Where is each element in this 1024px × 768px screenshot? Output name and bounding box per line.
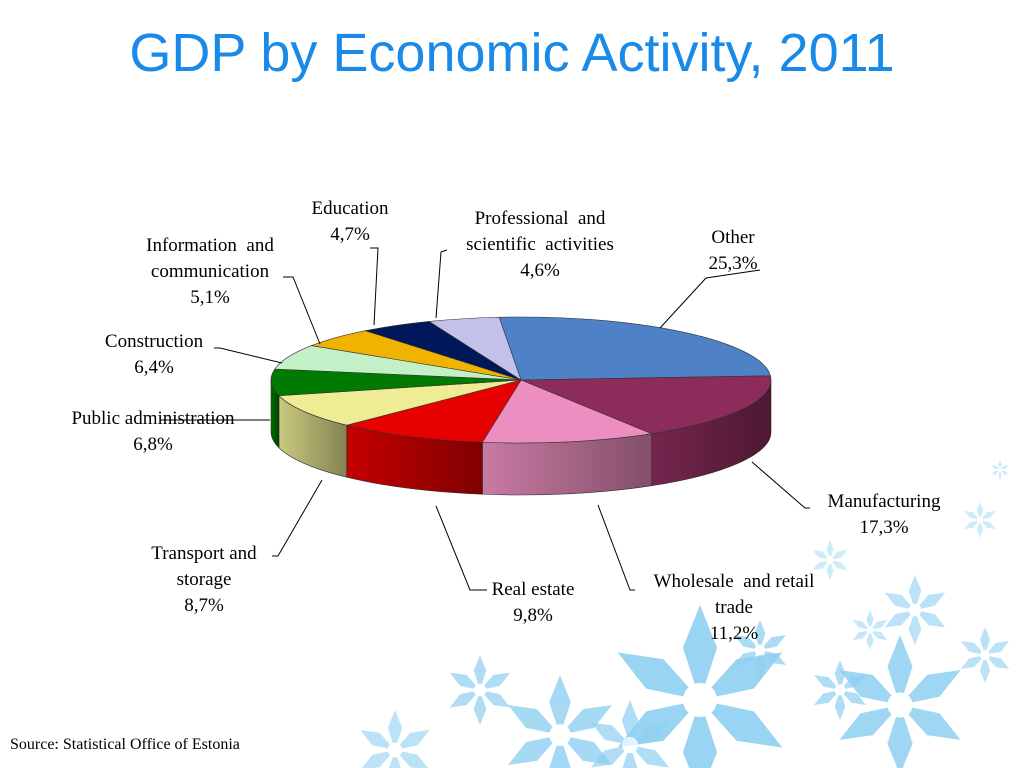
slice-label: Information and communication 5,1% xyxy=(146,235,274,308)
slice-label: Public administration 6,8% xyxy=(71,408,235,455)
source-note: Source: Statistical Office of Estonia xyxy=(10,736,240,753)
slice-label: Transport and storage 8,7% xyxy=(151,543,257,616)
slice-name-label: communication xyxy=(151,261,270,282)
snowflake-icon xyxy=(734,620,786,680)
pie-slice xyxy=(270,368,522,397)
slice-name-label: storage xyxy=(177,569,232,590)
page-title: GDP by Economic Activity, 2011 xyxy=(129,23,895,83)
slice-name-label: Public administration xyxy=(71,408,235,429)
snowflake-icon xyxy=(591,700,669,768)
leader-line xyxy=(751,461,810,509)
slice-value-label: 9,8% xyxy=(513,605,553,626)
slice-value-label: 5,1% xyxy=(190,287,230,308)
snowflake-icon xyxy=(839,635,961,768)
slice-name-label: Other xyxy=(711,227,755,248)
slice-name-label: Information and xyxy=(146,235,274,256)
pie-slice xyxy=(498,316,771,381)
slice-label: Construction 6,4% xyxy=(105,331,204,378)
pie-slice xyxy=(481,379,653,444)
slice-value-label: 6,8% xyxy=(133,434,173,455)
pie-slice-side-shade xyxy=(482,433,652,496)
snowflake-decoration xyxy=(360,460,1010,768)
pie-slice xyxy=(346,379,522,443)
slice-label: Wholesale and retail trade 11,2% xyxy=(654,571,815,644)
leader-line xyxy=(435,505,487,591)
pie-slice-side-shade xyxy=(271,380,279,448)
slice-name-label: Professional and xyxy=(475,208,606,229)
slice-name-label: Wholesale and retail xyxy=(654,571,815,592)
slice-name-label: Construction xyxy=(105,331,204,352)
pie-slice xyxy=(520,375,772,435)
snowflake-icon xyxy=(852,610,888,650)
pie-slice-side-shade xyxy=(651,380,771,486)
slice-name-label: Education xyxy=(311,198,389,219)
slice-value-label: 8,7% xyxy=(184,595,224,616)
leader-line xyxy=(214,347,283,364)
slice-name-label: Manufacturing xyxy=(828,491,941,512)
slice-value-label: 6,4% xyxy=(134,357,174,378)
slice-label: Other 25,3% xyxy=(708,227,757,274)
slice-name-label: scientific activities xyxy=(466,234,614,255)
snowflake-icon xyxy=(991,460,1009,480)
slice-value-label: 4,7% xyxy=(330,224,370,245)
slice-value-label: 4,6% xyxy=(520,260,560,281)
snowflake-icon xyxy=(360,710,430,768)
leader-line xyxy=(272,479,323,557)
slice-label: Education 4,7% xyxy=(311,198,389,245)
slice-value-label: 17,3% xyxy=(859,517,908,538)
snowflake-icon xyxy=(964,502,996,538)
leader-line xyxy=(283,276,321,345)
snowflake-icon xyxy=(508,675,612,768)
leader-line xyxy=(597,504,635,591)
leader-line xyxy=(659,269,761,329)
leader-line xyxy=(435,249,448,319)
leader-line xyxy=(370,247,379,326)
slice-value-label: 11,2% xyxy=(710,623,759,644)
slice-name-label: Transport and xyxy=(151,543,257,564)
slice-value-label: 25,3% xyxy=(708,253,757,274)
slice-name-label: trade xyxy=(715,597,753,618)
pie-slice-side-shade xyxy=(346,425,483,495)
snowflake-icon xyxy=(814,660,866,720)
snowflake-icon xyxy=(960,627,1010,683)
snowflake-icon xyxy=(812,540,848,580)
pie-slice-side-shade xyxy=(278,395,347,478)
slice-name-label: Real estate xyxy=(492,579,575,600)
slice-label: Professional and scientific activities 4,6… xyxy=(466,208,614,281)
slice-label: Real estate 9,8% xyxy=(492,579,575,626)
snowflake-icon xyxy=(449,655,511,725)
snowflake-icon xyxy=(884,575,946,645)
slice-label: Manufacturing 17,3% xyxy=(828,491,941,538)
pie-slice xyxy=(278,379,522,426)
pie-slice xyxy=(428,316,522,381)
